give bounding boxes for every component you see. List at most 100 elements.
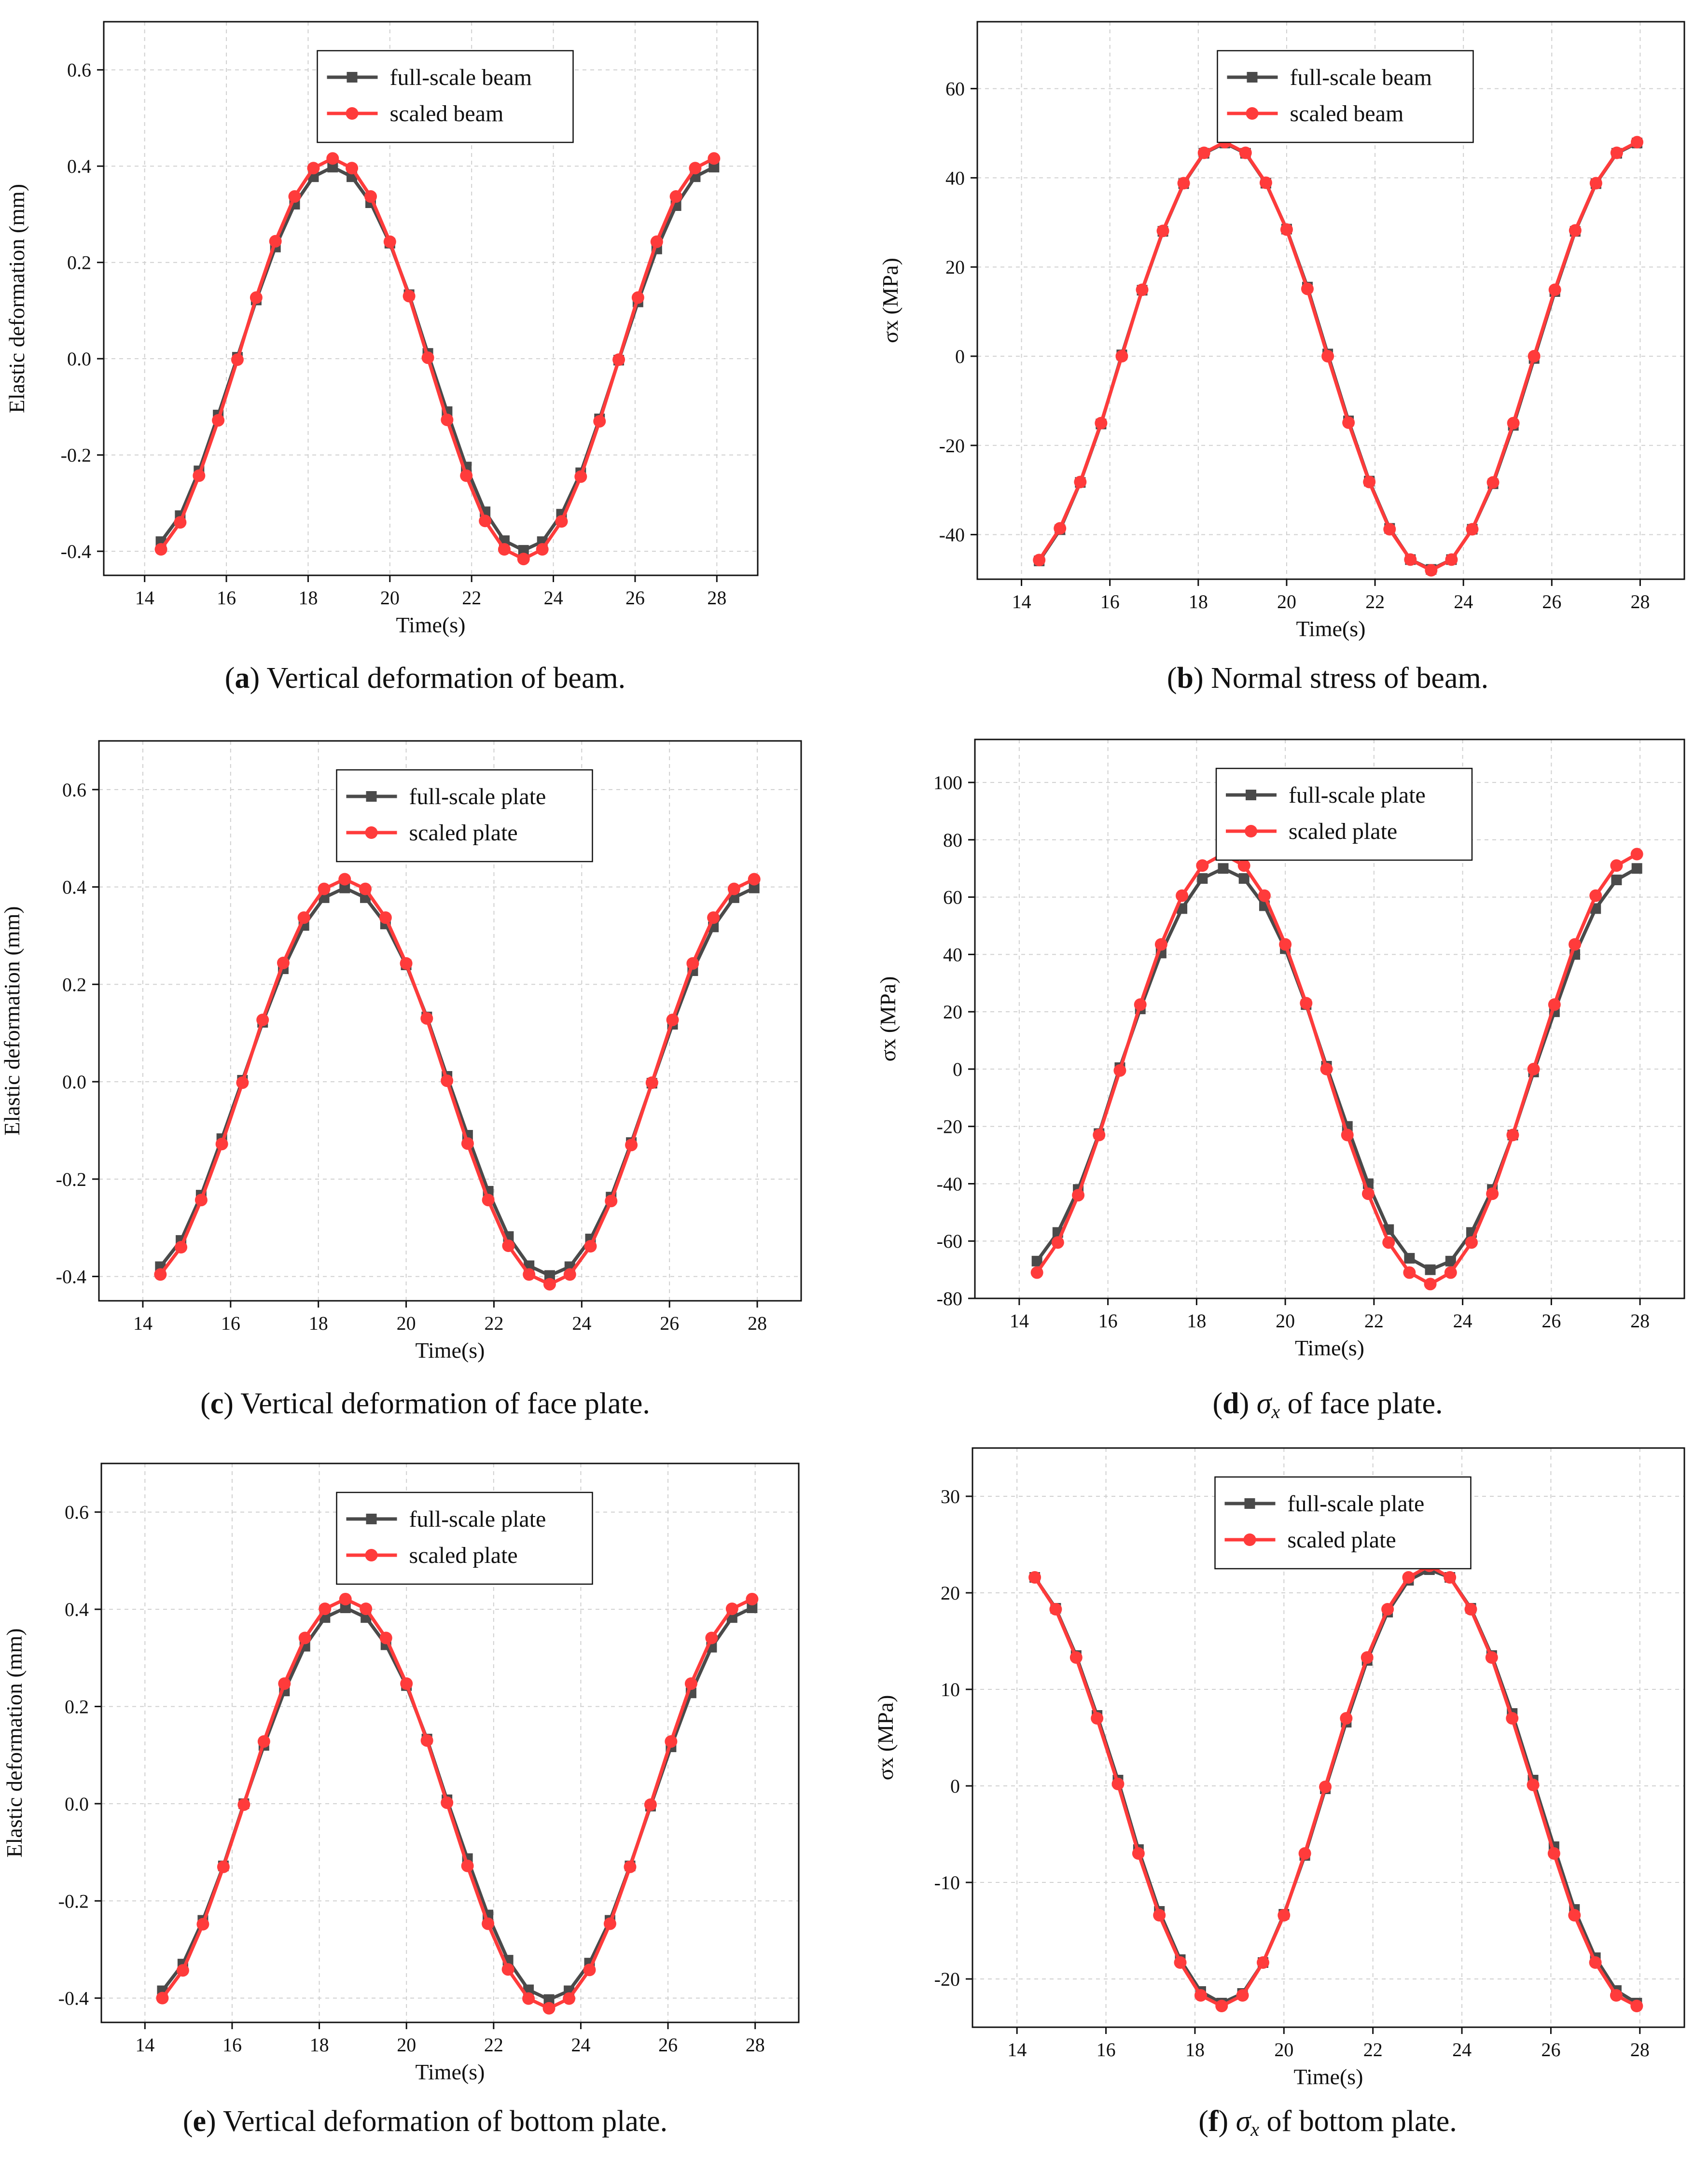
y-tick-label: 20 [945, 256, 965, 278]
legend-box [1217, 50, 1474, 143]
x-tick-label: 20 [1277, 591, 1296, 613]
legend-box [1215, 767, 1473, 861]
legend: full-scale beam scaled beam [1217, 50, 1474, 143]
data-point-circle [1361, 1187, 1375, 1200]
x-tick-label: 20 [1276, 1310, 1295, 1332]
x-tick-label: 20 [380, 587, 400, 609]
caption-close-paren: ) [1194, 662, 1211, 695]
data-point-circle [574, 470, 587, 483]
y-tick-label: 0 [953, 1059, 962, 1080]
data-point-circle [339, 1592, 352, 1605]
data-point-circle [1239, 146, 1252, 159]
y-tick-label: 100 [933, 772, 962, 794]
data-point-circle [1154, 938, 1167, 951]
caption-text: Vertical deformation of bottom plate. [223, 2105, 667, 2138]
x-tick-label: 18 [1189, 591, 1208, 613]
data-point-circle [1028, 1571, 1041, 1584]
legend-marker-circle [1243, 1533, 1256, 1546]
chart-panel-f: 14 16 18 20 22 24 26 28 -20 -10 0 10 20 30 Time(s) σx (… [873, 1447, 1685, 2140]
data-point-circle [461, 1137, 474, 1150]
data-point-circle [543, 1278, 556, 1291]
x-tick-label: 16 [1098, 1310, 1118, 1332]
x-tick-label: 26 [1541, 1310, 1561, 1332]
data-point-circle [1403, 1266, 1416, 1279]
caption-sigma: σ [1236, 2105, 1252, 2138]
data-point-circle [1548, 998, 1561, 1011]
data-point-circle [725, 1602, 738, 1616]
caption-letter: d [1222, 1387, 1239, 1420]
x-tick-label: 26 [1541, 2039, 1560, 2061]
y-tick-label: 10 [941, 1679, 960, 1700]
x-tick-label: 18 [310, 2034, 329, 2056]
x-tick-label: 18 [298, 587, 318, 609]
x-tick-label: 14 [135, 587, 154, 609]
x-tick-label: 26 [1542, 591, 1561, 613]
data-point-square [747, 1602, 758, 1614]
data-point-circle [1033, 554, 1046, 567]
data-point-circle [1095, 417, 1108, 430]
legend-marker-square [1247, 72, 1258, 83]
data-point-circle [1527, 350, 1541, 362]
data-point-circle [1444, 1571, 1457, 1584]
data-point-circle [669, 190, 682, 203]
data-point-circle [1485, 1651, 1498, 1664]
x-axis-title: Time(s) [416, 2060, 485, 2084]
data-point-circle [1115, 350, 1128, 362]
x-tick-label: 22 [1363, 2039, 1383, 2061]
data-point-circle [307, 162, 320, 175]
x-tick-label: 18 [1185, 2039, 1205, 2061]
data-point-circle [748, 873, 761, 886]
data-point-circle [1402, 1571, 1415, 1584]
x-tick-label: 22 [1364, 1310, 1384, 1332]
series-scaled [154, 873, 761, 1291]
data-point-circle [360, 1602, 373, 1616]
y-axis-title: σx (MPa) [875, 976, 900, 1062]
legend-label: scaled beam [390, 101, 504, 126]
data-point-circle [1196, 859, 1209, 872]
legend-label: scaled plate [409, 1543, 518, 1568]
y-tick-label: 60 [945, 78, 965, 100]
data-point-circle [319, 1602, 332, 1616]
panel-caption: (d) σx of face plate. [1213, 1387, 1443, 1422]
data-point-circle [403, 290, 416, 303]
data-point-circle [1174, 1956, 1187, 1969]
data-point-circle [156, 1992, 169, 2005]
data-point-circle [318, 882, 331, 895]
x-tick-label: 22 [484, 1312, 503, 1334]
y-tick-label: 0.6 [65, 1502, 89, 1523]
data-point-circle [1361, 1651, 1374, 1664]
data-point-circle [624, 1860, 637, 1873]
x-tick-label: 18 [309, 1312, 328, 1334]
x-tick-label: 14 [133, 1312, 153, 1334]
data-point-circle [196, 1918, 209, 1931]
caption-close-paren: ) [1219, 2105, 1236, 2138]
data-point-circle [746, 1592, 759, 1605]
series-line [159, 877, 755, 1286]
data-point-circle [1445, 553, 1458, 566]
x-tick-label: 26 [625, 587, 645, 609]
legend: full-scale plate scaled plate [336, 1491, 593, 1585]
data-point-circle [1506, 1128, 1519, 1142]
x-tick-label: 24 [544, 587, 563, 609]
caption-sigma-sub: x [1271, 1401, 1280, 1422]
data-point-circle [441, 1796, 454, 1809]
y-axis-title: Elastic deformation (mm) [2, 1628, 27, 1857]
data-point-circle [298, 1631, 311, 1644]
data-point-circle [522, 1992, 535, 2005]
x-tick-label: 14 [135, 2034, 154, 2056]
data-point-circle [460, 469, 473, 482]
data-point-square [544, 1270, 555, 1281]
x-tick-label: 14 [1010, 1310, 1029, 1332]
data-point-circle [1300, 997, 1313, 1010]
y-tick-label: -20 [934, 1968, 960, 1990]
data-point-circle [1424, 1278, 1437, 1291]
data-point-circle [231, 353, 244, 366]
caption-close-paren: ) [206, 2105, 223, 2138]
data-point-circle [250, 291, 263, 304]
caption-open-paren: ( [1167, 662, 1177, 695]
data-point-circle [212, 414, 225, 427]
data-point-square [327, 162, 338, 173]
chart-panel-b: 14 16 18 20 22 24 26 28 -40 -20 0 20 40 60 Time(s) σx (… [878, 21, 1685, 695]
legend-label: full-scale beam [1290, 65, 1432, 90]
x-tick-label: 26 [658, 2034, 678, 2056]
